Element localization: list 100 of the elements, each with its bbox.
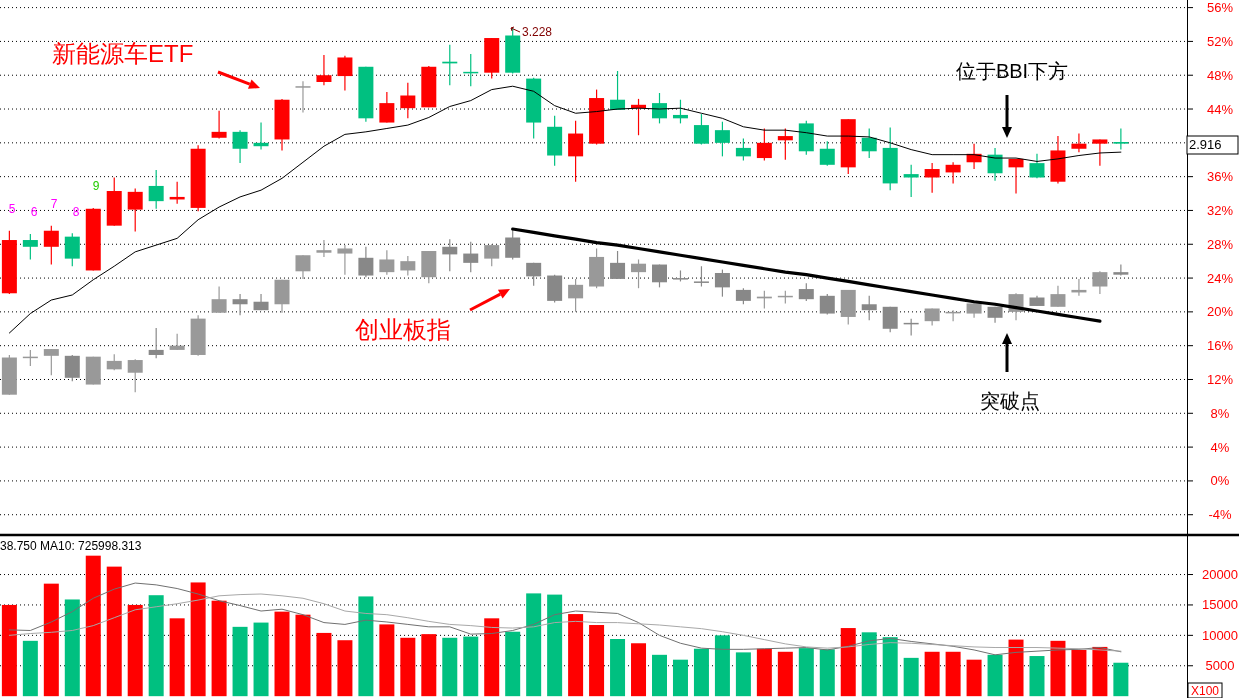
bar bbox=[211, 600, 227, 697]
y-tick-label: 12% bbox=[1206, 371, 1234, 387]
annotation: 9 bbox=[92, 179, 100, 193]
candlestick bbox=[505, 229, 521, 261]
y-tick-label: 28% bbox=[1206, 236, 1234, 252]
candlestick bbox=[777, 127, 793, 161]
candlestick bbox=[819, 140, 835, 167]
candlestick bbox=[211, 285, 227, 314]
bar bbox=[777, 651, 793, 697]
annotation: 6 bbox=[30, 205, 38, 219]
candlestick bbox=[148, 169, 164, 210]
bar bbox=[1092, 646, 1108, 697]
candlestick bbox=[64, 354, 80, 382]
candlestick bbox=[1008, 158, 1024, 195]
bar bbox=[966, 659, 982, 697]
bar bbox=[274, 611, 290, 697]
y-tick-label: 56% bbox=[1206, 0, 1234, 16]
candlestick bbox=[337, 244, 353, 276]
bar bbox=[379, 624, 395, 697]
bar bbox=[987, 654, 1003, 697]
bar bbox=[1071, 649, 1087, 697]
candlestick bbox=[358, 246, 374, 278]
candlestick bbox=[127, 358, 143, 393]
bar bbox=[85, 555, 101, 697]
candlestick bbox=[43, 225, 59, 266]
candlestick bbox=[610, 250, 626, 280]
bar bbox=[169, 618, 185, 697]
bar bbox=[945, 651, 961, 697]
bar bbox=[714, 635, 730, 697]
bar bbox=[1113, 662, 1129, 697]
bar bbox=[400, 637, 416, 697]
y-tick-label: 52% bbox=[1206, 33, 1234, 49]
bar bbox=[358, 596, 374, 697]
bar bbox=[64, 599, 80, 697]
y-tick-label: 0% bbox=[1210, 473, 1230, 489]
bar bbox=[903, 657, 919, 697]
candlestick bbox=[1071, 132, 1087, 153]
y-tick-label: -4% bbox=[1208, 507, 1232, 523]
bar bbox=[190, 582, 206, 697]
bar bbox=[672, 659, 688, 697]
bar bbox=[1050, 640, 1066, 697]
candlestick bbox=[463, 241, 479, 273]
bar bbox=[316, 632, 332, 697]
candlestick bbox=[316, 54, 332, 86]
bar bbox=[924, 651, 940, 697]
candlestick bbox=[148, 327, 164, 359]
bar bbox=[756, 648, 772, 697]
text: 2.916 bbox=[1189, 137, 1222, 152]
bar bbox=[861, 632, 877, 697]
candlestick bbox=[1029, 153, 1045, 179]
y-tick-label: 10000 bbox=[1201, 627, 1239, 643]
bar bbox=[882, 637, 898, 697]
text: 新能源车ETF bbox=[52, 40, 194, 67]
text: X100 bbox=[1190, 684, 1220, 698]
candlestick bbox=[316, 239, 332, 258]
bar bbox=[421, 634, 437, 697]
candlestick bbox=[64, 232, 80, 267]
bar bbox=[1029, 656, 1045, 697]
bar bbox=[631, 643, 647, 697]
annotation: 创业板指 bbox=[355, 316, 451, 343]
bar bbox=[463, 636, 479, 697]
candlestick bbox=[882, 306, 898, 333]
candlestick bbox=[22, 233, 38, 261]
bar bbox=[253, 622, 269, 697]
candlestick bbox=[400, 82, 416, 119]
candlestick bbox=[924, 162, 940, 194]
y-tick-label: 20% bbox=[1206, 304, 1234, 320]
annotation: 5 bbox=[8, 202, 16, 216]
bar bbox=[610, 639, 626, 697]
candlestick bbox=[127, 187, 143, 233]
bar bbox=[735, 652, 751, 697]
bar bbox=[526, 593, 542, 697]
candlestick bbox=[379, 91, 395, 124]
bar bbox=[693, 648, 709, 697]
candlestick bbox=[756, 127, 772, 162]
bar bbox=[148, 595, 164, 697]
y-tick-label: 20000 bbox=[1201, 567, 1239, 583]
y-tick-label: 16% bbox=[1206, 338, 1234, 354]
candlestick bbox=[568, 120, 584, 183]
bar bbox=[22, 640, 38, 697]
bar bbox=[43, 583, 59, 697]
candlestick bbox=[714, 269, 730, 298]
y-tick-label: 44% bbox=[1206, 101, 1234, 117]
candlestick bbox=[693, 265, 709, 288]
candlestick bbox=[379, 249, 395, 276]
y-tick-label: 5000 bbox=[1205, 658, 1235, 674]
candlestick bbox=[735, 138, 751, 162]
candlestick bbox=[295, 254, 311, 280]
y-tick-label: 24% bbox=[1206, 270, 1234, 286]
bar bbox=[589, 625, 605, 697]
bar bbox=[1008, 639, 1024, 697]
annotation: 7 bbox=[50, 197, 58, 211]
candlestick bbox=[232, 129, 248, 164]
bar bbox=[295, 614, 311, 697]
bar bbox=[232, 626, 248, 697]
candlestick bbox=[169, 333, 185, 351]
bar bbox=[547, 594, 563, 697]
candlestick bbox=[1113, 263, 1129, 277]
candlestick bbox=[1092, 138, 1108, 167]
bar bbox=[484, 618, 500, 697]
